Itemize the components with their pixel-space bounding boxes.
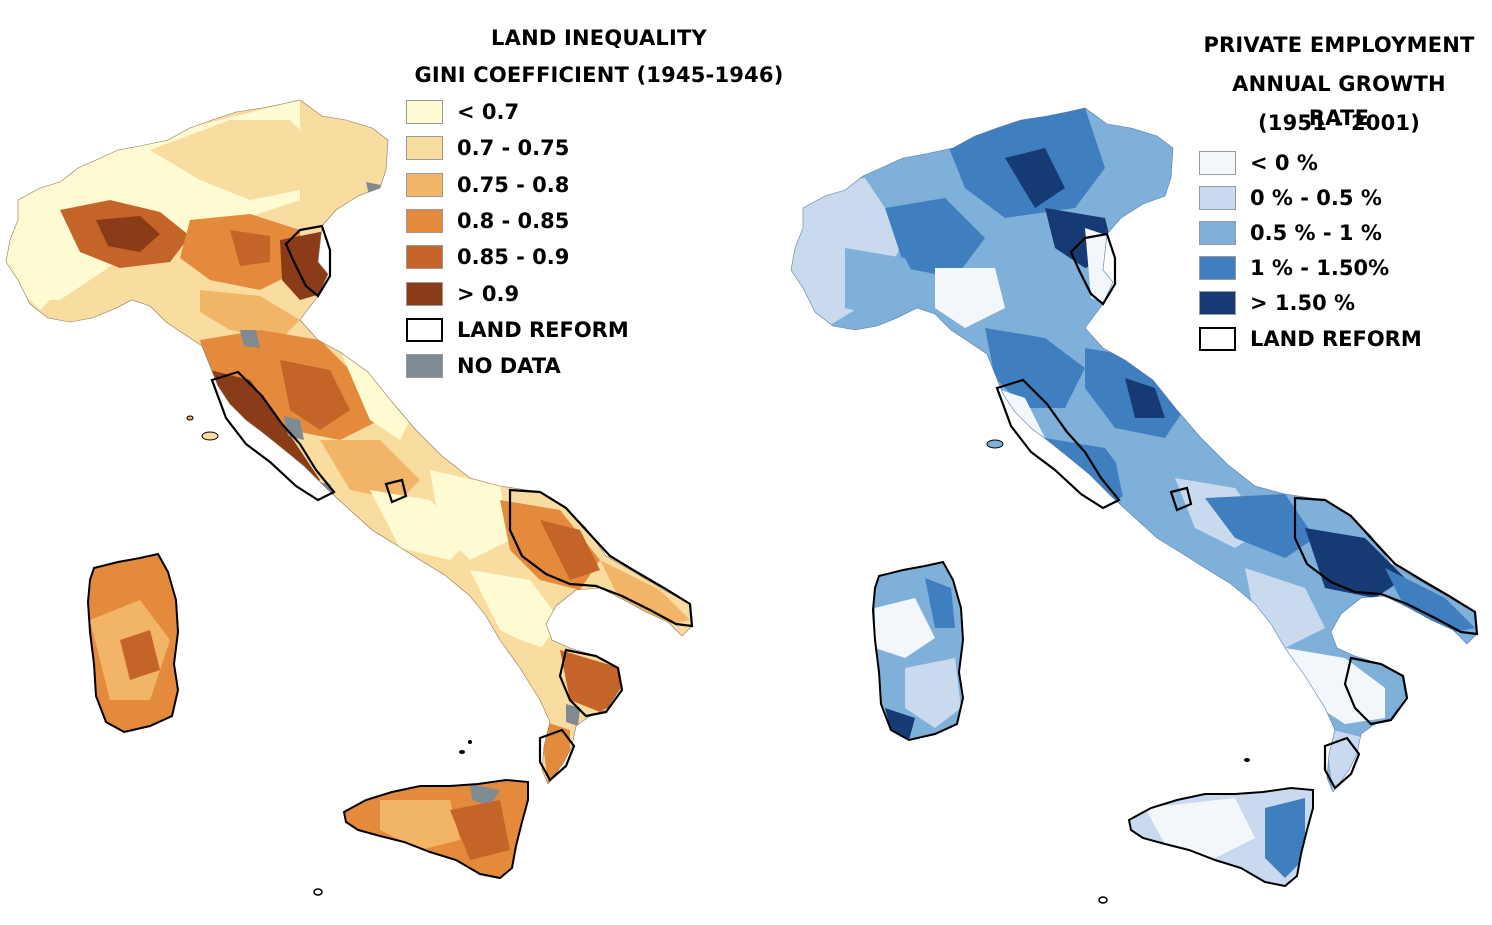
right-map — [790, 107, 1479, 904]
legend-label: 0.8 - 0.85 — [457, 209, 570, 234]
right-legend-item: > 1.50 % — [1199, 286, 1489, 321]
left-legend-subtitle: GINI COEFFICIENT (1945-1946) — [414, 63, 784, 87]
legend-swatch — [1199, 326, 1236, 351]
legend-swatch — [406, 245, 443, 270]
left-legend-item: > 0.9 — [406, 275, 806, 311]
legend-label: 0.5 % - 1 % — [1250, 220, 1382, 245]
legend-label: 1 % - 1.50% — [1250, 256, 1390, 281]
legend-label: < 0.7 — [457, 100, 520, 125]
left-legend-title: LAND INEQUALITY — [491, 26, 707, 50]
legend-label: LAND REFORM — [457, 317, 629, 342]
legend-swatch — [1199, 256, 1236, 281]
right-legend-title: PRIVATE EMPLOYMENT — [1203, 33, 1475, 57]
legend-label: 0.7 - 0.75 — [457, 136, 570, 161]
left-legend-item: 0.7 - 0.75 — [406, 130, 806, 166]
legend-swatch — [1199, 150, 1236, 175]
legend-label: 0.75 - 0.8 — [457, 172, 570, 197]
legend-label: NO DATA — [457, 354, 561, 379]
legend-label: < 0 % — [1250, 150, 1318, 175]
right-legend-item: 0.5 % - 1 % — [1199, 215, 1489, 250]
legend-label: > 1.50 % — [1250, 291, 1356, 316]
legend-swatch — [1199, 220, 1236, 245]
left-legend-item: 0.75 - 0.8 — [406, 167, 806, 203]
legend-swatch — [406, 172, 443, 197]
legend-label: 0.85 - 0.9 — [457, 245, 570, 270]
legend-label: LAND REFORM — [1250, 326, 1422, 351]
legend-label: 0 % - 0.5 % — [1250, 185, 1382, 210]
left-map — [5, 99, 694, 896]
legend-swatch — [1199, 291, 1236, 316]
left-legend-item: < 0.7 — [406, 94, 806, 130]
legend-swatch — [406, 136, 443, 161]
right-legend-item: 0 % - 0.5 % — [1199, 180, 1489, 215]
right-legend-period: (1951 - 2001) — [1257, 111, 1421, 135]
legend-swatch — [406, 100, 443, 125]
right-legend-item: LAND REFORM — [1199, 321, 1489, 356]
legend-swatch — [406, 281, 443, 306]
left-legend: LAND INEQUALITY GINI COEFFICIENT (1945-1… — [406, 20, 806, 384]
legend-swatch — [406, 209, 443, 234]
right-choropleth-regions — [791, 108, 1475, 878]
left-choropleth-regions — [6, 100, 690, 860]
right-legend-item: < 0 % — [1199, 145, 1489, 180]
left-legend-item: 0.85 - 0.9 — [406, 239, 806, 275]
left-legend-item: 0.8 - 0.85 — [406, 203, 806, 239]
right-legend-subtitle: ANNUAL GROWTH RATE — [1232, 72, 1446, 130]
legend-swatch — [406, 354, 443, 379]
left-legend-item: NO DATA — [406, 348, 806, 384]
right-legend: PRIVATE EMPLOYMENT ANNUAL GROWTH RATE (1… — [1199, 28, 1489, 356]
legend-label: > 0.9 — [457, 281, 520, 306]
legend-swatch — [1199, 185, 1236, 210]
right-legend-item: 1 % - 1.50% — [1199, 251, 1489, 286]
left-legend-item: LAND REFORM — [406, 312, 806, 348]
legend-swatch — [406, 317, 443, 342]
